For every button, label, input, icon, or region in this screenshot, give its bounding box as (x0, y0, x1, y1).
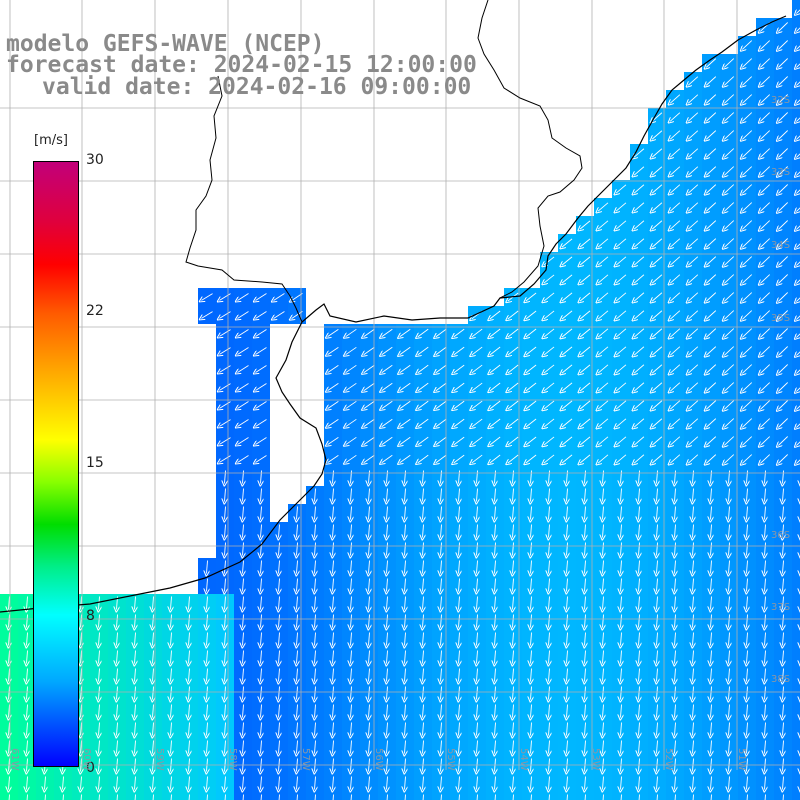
wind-speed-cell (792, 792, 800, 800)
wind-speed-cell (792, 450, 800, 468)
wind-speed-cell (792, 666, 800, 684)
lon-label-58w: 58W (227, 748, 238, 771)
wind-speed-cell (792, 144, 800, 162)
lon-label-56w: 56W (373, 748, 384, 771)
wind-speed-cell (792, 342, 800, 360)
wind-speed-cell (792, 684, 800, 702)
lon-label-60w: 60W (81, 748, 92, 771)
wind-speed-cell (792, 72, 800, 90)
colorbar-units: [m/s] (34, 133, 68, 148)
colorbar-tick-30: 30 (86, 152, 104, 168)
wind-speed-cell (792, 576, 800, 594)
lat-label-36s: 36S (771, 530, 791, 541)
wind-speed-cell (792, 234, 800, 252)
wind-speed-cell (792, 522, 800, 540)
lat-label-33s: 33S (771, 167, 791, 178)
wind-speed-cell (792, 378, 800, 396)
wind-speed-cell (792, 396, 800, 414)
wind-speed-cell (792, 612, 800, 630)
wind-speed-cell (792, 630, 800, 648)
wind-speed-cell (792, 324, 800, 342)
wind-speed-cell (792, 360, 800, 378)
lon-label-61w: 61W (9, 748, 20, 771)
wind-speed-cell (792, 486, 800, 504)
colorbar-tick-15: 15 (86, 455, 104, 471)
lon-label-52w: 52W (663, 748, 674, 771)
wind-speed-cell (792, 180, 800, 198)
lat-label-32s: 32S (771, 95, 791, 106)
wind-speed-cell (792, 0, 800, 18)
wind-speed-cell (792, 108, 800, 126)
wind-speed-cell (792, 90, 800, 108)
wind-speed-cell (792, 252, 800, 270)
lat-label-37s: 37S (771, 602, 791, 613)
wind-speed-cell (792, 270, 800, 288)
wind-speed-cell (792, 540, 800, 558)
lon-label-59w: 59W (154, 748, 165, 771)
colorbar-gradient (33, 161, 79, 767)
colorbar-legend: [m/s] 30 22 15 8 0 (0, 0, 110, 800)
wind-speed-cell (792, 216, 800, 234)
wind-speed-cell (792, 648, 800, 666)
wind-speed-cell (792, 54, 800, 72)
border-river (185, 75, 303, 323)
colorbar-tick-22: 22 (86, 303, 104, 319)
colorbar-tick-8: 8 (86, 608, 95, 624)
lon-label-54w: 54W (518, 748, 529, 771)
wind-speed-cell (792, 126, 800, 144)
lat-label-38s: 38S (771, 674, 791, 685)
wind-speed-cell (792, 738, 800, 756)
wind-speed-cell (792, 198, 800, 216)
wind-speed-cell (792, 504, 800, 522)
wind-speed-cell (792, 414, 800, 432)
lat-label-34s: 34S (771, 240, 791, 251)
wind-speed-cell (792, 702, 800, 720)
lon-label-51w: 51W (736, 748, 747, 771)
wind-speed-cell (792, 558, 800, 576)
wind-speed-cell (792, 36, 800, 54)
wind-speed-cell (792, 288, 800, 306)
wind-speed-cell (792, 468, 800, 486)
wind-speed-cell (792, 18, 800, 36)
wind-speed-cell (792, 720, 800, 738)
wind-speed-cell (792, 594, 800, 612)
lon-label-57w: 57W (300, 748, 311, 771)
lon-label-53w: 53W (590, 748, 601, 771)
wind-speed-cell (792, 774, 800, 792)
wind-speed-cell (792, 432, 800, 450)
lon-label-55w: 55W (445, 748, 456, 771)
wind-speed-cell (792, 306, 800, 324)
lat-label-35s: 35S (771, 313, 791, 324)
wind-speed-cell (792, 162, 800, 180)
